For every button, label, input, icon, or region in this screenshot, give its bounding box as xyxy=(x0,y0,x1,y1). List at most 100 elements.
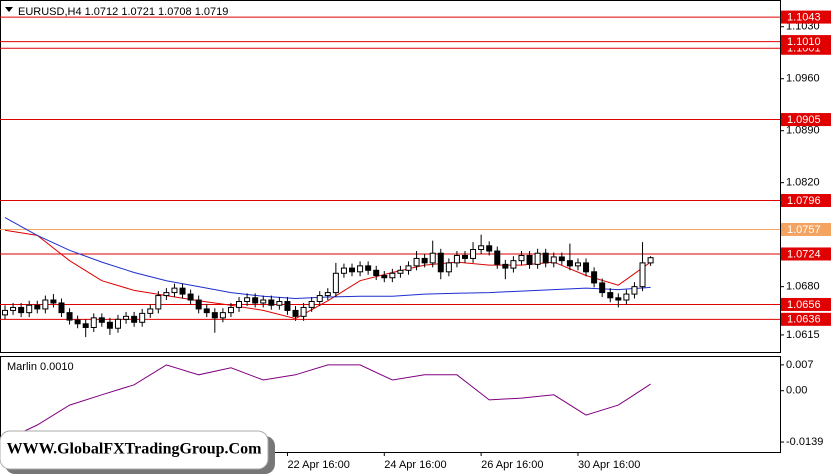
menu-arrow xyxy=(5,7,13,12)
candle-body xyxy=(284,301,291,311)
candle-body xyxy=(421,257,428,264)
candle-body xyxy=(623,293,630,301)
candle-body xyxy=(526,254,533,265)
candle-body xyxy=(591,271,598,284)
level-label: 1.0757 xyxy=(787,224,821,236)
candle-body xyxy=(502,263,509,269)
candle-body xyxy=(349,267,356,273)
candle-body xyxy=(332,272,339,294)
candle-body xyxy=(90,317,97,328)
level-label-bg xyxy=(781,222,831,236)
candle-body xyxy=(18,306,25,314)
y-tick-label: 1.0890 xyxy=(786,125,820,137)
level-tag: 1.0757 xyxy=(781,222,831,236)
candle-body xyxy=(316,295,323,303)
level-label-bg xyxy=(781,297,831,311)
candle-body xyxy=(510,260,517,269)
level-label: 1.1043 xyxy=(787,11,821,23)
y-tick-label: 1.1030 xyxy=(786,21,820,33)
level-tag: 1.1043 xyxy=(781,10,831,24)
candle-body xyxy=(155,295,162,310)
candle-body xyxy=(163,292,170,297)
level-label: 1.0636 xyxy=(787,314,821,326)
x-tick-label: 26 Apr 16:00 xyxy=(481,459,543,471)
x-tick-label: 30 Apr 16:00 xyxy=(578,459,640,471)
candle-body xyxy=(82,323,89,328)
candle-body xyxy=(324,292,331,297)
candle-body xyxy=(429,252,436,264)
candle-body xyxy=(615,297,622,301)
candle-body xyxy=(276,301,283,306)
indicator-title: Marlin 0.0010 xyxy=(7,361,74,373)
candle-body xyxy=(219,312,226,319)
y-tick-label: 0.00 xyxy=(786,385,807,397)
candle-body xyxy=(179,287,186,295)
candle-body xyxy=(461,254,468,259)
candle-body xyxy=(260,299,267,304)
level-tag: 1.0636 xyxy=(781,312,831,326)
candle-body xyxy=(42,299,49,310)
level-label: 1.0656 xyxy=(787,299,821,311)
candle-body xyxy=(550,256,557,264)
candle-body xyxy=(631,286,638,295)
level-tag: 1.1010 xyxy=(781,35,831,49)
candle-body xyxy=(599,282,606,294)
y-tick-label: 1.0615 xyxy=(786,329,820,341)
candle-body xyxy=(308,301,315,308)
candle-body xyxy=(34,304,41,310)
candle-body xyxy=(607,292,614,299)
plot-layer: 1.1030 1.0960 1.0890 1.0820 1.0680 1.0615 22 A… xyxy=(0,10,831,471)
candle-body xyxy=(397,269,404,274)
level-label-bg xyxy=(781,113,831,127)
level-label-bg xyxy=(781,194,831,208)
candle-body xyxy=(340,267,347,274)
candle-body xyxy=(542,252,549,264)
level-label: 1.0796 xyxy=(787,195,821,207)
level-label-bg xyxy=(781,35,831,49)
candle-body xyxy=(300,306,307,317)
candle-body xyxy=(639,262,646,288)
candle-body xyxy=(50,299,57,304)
y-tick-label: 1.0680 xyxy=(786,281,820,293)
candle-body xyxy=(114,318,121,329)
candle-body xyxy=(268,299,275,306)
level-label: 1.0905 xyxy=(787,114,821,126)
level-label: 1.1010 xyxy=(787,36,821,48)
candle-body xyxy=(558,256,565,262)
candle-body xyxy=(405,265,412,271)
candle-body xyxy=(534,252,541,265)
x-tick-label: 24 Apr 16:00 xyxy=(384,459,446,471)
candle-body xyxy=(187,293,194,301)
indicator-line xyxy=(4,364,651,441)
price-panel xyxy=(0,0,781,353)
level-tag: 1.0796 xyxy=(781,194,831,208)
candle-body xyxy=(211,312,218,319)
level-tag: 1.0656 xyxy=(781,297,831,311)
level-label-bg xyxy=(781,247,831,261)
candle-body xyxy=(195,299,202,310)
y-tick-label: 1.0820 xyxy=(786,177,820,189)
candle-body xyxy=(381,275,388,279)
candle-body xyxy=(171,287,178,294)
level-label: 1.0724 xyxy=(787,248,821,260)
candle-body xyxy=(2,309,8,316)
candle-body xyxy=(486,245,493,252)
candle-body xyxy=(244,297,251,303)
candle-body xyxy=(518,254,525,262)
candle-body xyxy=(437,252,444,273)
candle-body xyxy=(106,321,113,329)
candle-body xyxy=(647,257,654,264)
level-tag: 1.0905 xyxy=(781,113,831,127)
candle-body xyxy=(566,260,573,267)
y-tick-label: -0.0139 xyxy=(786,436,823,448)
candle-body xyxy=(26,304,33,314)
watermark-box xyxy=(0,430,269,470)
chart-title: EURUSD,H4 1.0712 1.0721 1.0708 1.0719 xyxy=(18,6,228,18)
candle-body xyxy=(478,245,485,251)
candle-body xyxy=(98,317,105,323)
candle-body xyxy=(139,312,146,323)
watermark: WWW.GlobalFXTradingGroup.Com xyxy=(7,441,263,458)
candle-body xyxy=(494,250,501,265)
y-tick-label: 0.007 xyxy=(786,359,814,371)
